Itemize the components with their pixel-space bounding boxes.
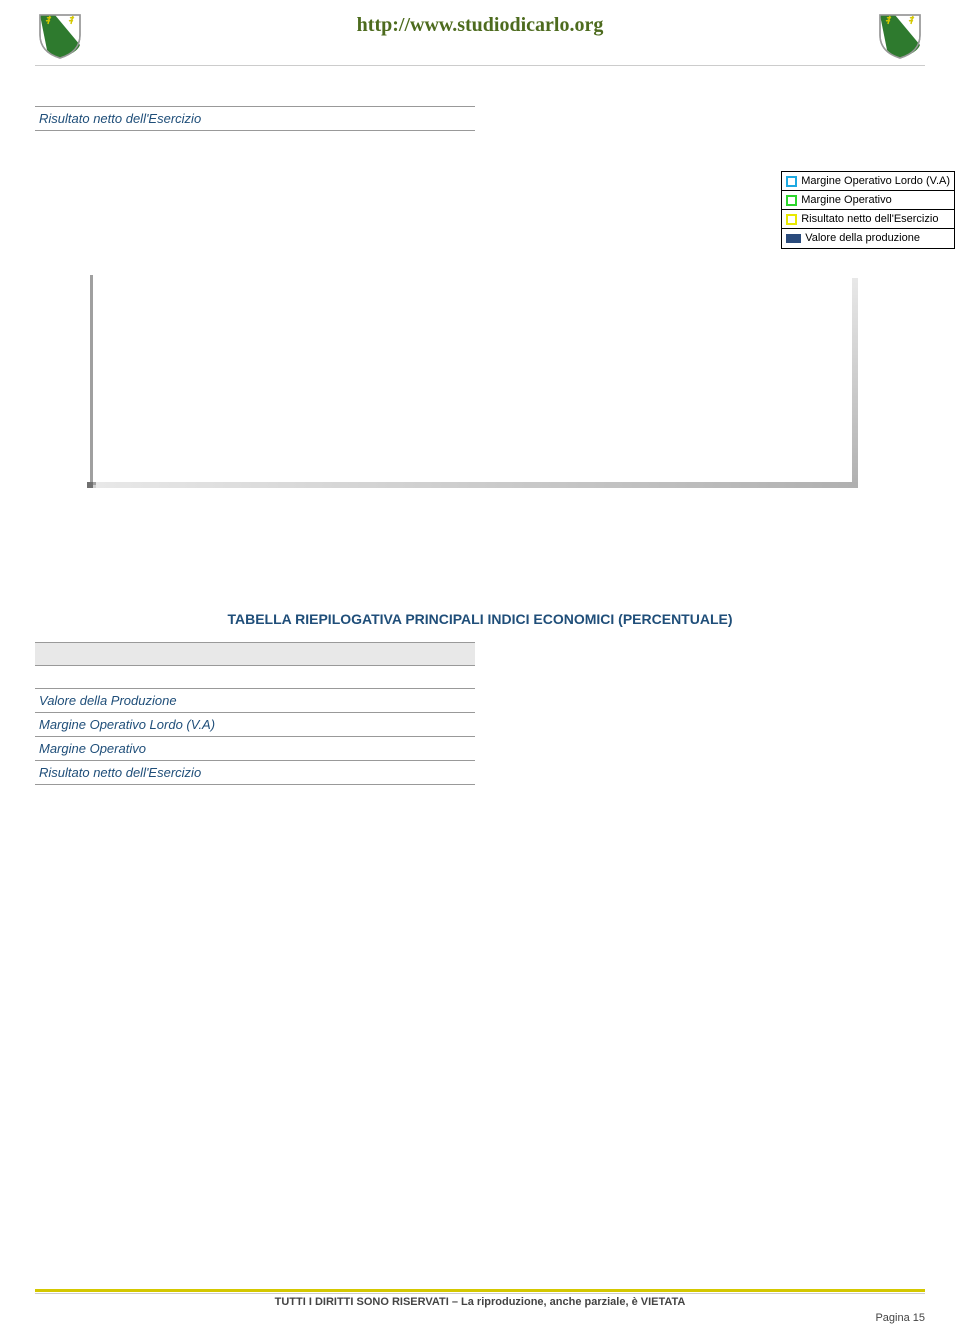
footer-accent-line bbox=[35, 1289, 925, 1292]
shield-icon-left bbox=[35, 10, 85, 60]
legend-label: Margine Operativo Lordo (V.A) bbox=[801, 172, 950, 191]
table-row: Margine Operativo Lordo (V.A) bbox=[35, 713, 475, 737]
summary-table: Valore della Produzione Margine Operativ… bbox=[35, 642, 925, 785]
table-cell-label: Margine Operativo bbox=[39, 741, 146, 756]
table-row: Valore della Produzione bbox=[35, 688, 475, 713]
legend-label: Risultato netto dell'Esercizio bbox=[801, 210, 938, 229]
legend-marker bbox=[786, 176, 797, 187]
page-number: Pagina 15 bbox=[35, 1312, 925, 1324]
legend-item: Margine Operativo Lordo (V.A) bbox=[782, 172, 954, 191]
chart-tick bbox=[87, 482, 93, 488]
header-divider bbox=[35, 65, 925, 66]
legend-label: Valore della produzione bbox=[805, 229, 920, 248]
table-header-row bbox=[35, 642, 475, 666]
page-footer: TUTTI I DIRITTI SONO RISERVATI – La ripr… bbox=[35, 1289, 925, 1324]
footer-text: TUTTI I DIRITTI SONO RISERVATI – La ripr… bbox=[35, 1296, 925, 1308]
legend-label: Margine Operativo bbox=[801, 191, 892, 210]
table-row: Risultato netto dell'Esercizio bbox=[35, 106, 475, 131]
table-row: Margine Operativo bbox=[35, 737, 475, 761]
section-title: TABELLA RIEPILOGATIVA PRINCIPALI INDICI … bbox=[35, 611, 925, 627]
main-content: TABELLA RIEPILOGATIVA PRINCIPALI INDICI … bbox=[0, 611, 960, 785]
page-header: http://www.studiodicarlo.org bbox=[0, 0, 960, 65]
table-cell-label: Risultato netto dell'Esercizio bbox=[39, 111, 201, 126]
top-table: Risultato netto dell'Esercizio bbox=[35, 106, 925, 131]
table-cell-label: Margine Operativo Lordo (V.A) bbox=[39, 717, 215, 732]
legend-marker bbox=[786, 234, 801, 243]
legend-item: Margine Operativo bbox=[782, 191, 954, 210]
chart-area bbox=[90, 275, 852, 485]
footer-divider bbox=[35, 1293, 925, 1294]
table-row: Risultato netto dell'Esercizio bbox=[35, 761, 475, 785]
table-spacer bbox=[35, 666, 475, 688]
chart-legend: Margine Operativo Lordo (V.A) Margine Op… bbox=[781, 171, 955, 249]
table-cell-label: Valore della Produzione bbox=[39, 693, 177, 708]
legend-item: Risultato netto dell'Esercizio bbox=[782, 210, 954, 229]
legend-marker bbox=[786, 214, 797, 225]
shield-icon-right bbox=[875, 10, 925, 60]
header-url[interactable]: http://www.studiodicarlo.org bbox=[85, 14, 875, 37]
legend-marker bbox=[786, 195, 797, 206]
legend-item: Valore della produzione bbox=[782, 229, 954, 248]
table-cell-label: Risultato netto dell'Esercizio bbox=[39, 765, 201, 780]
